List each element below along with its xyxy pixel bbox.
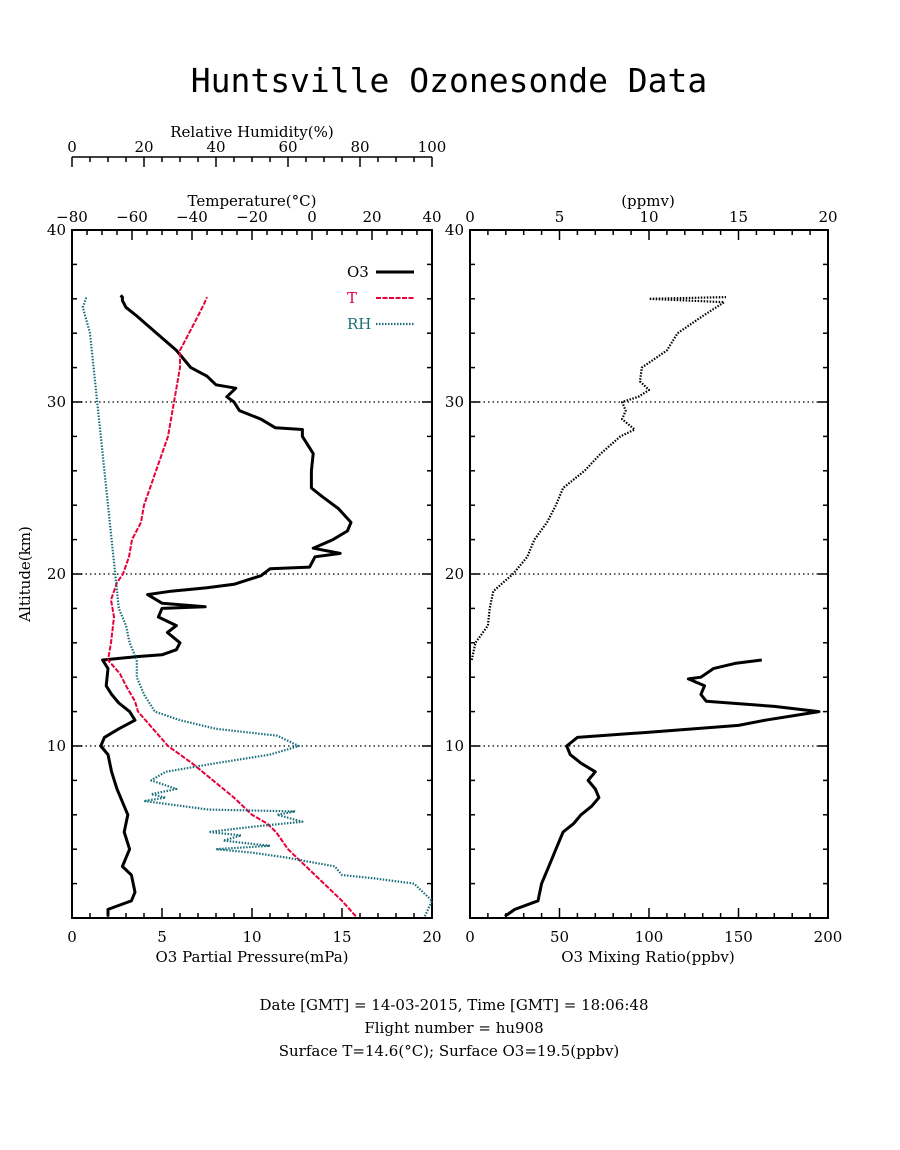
left-o3-tick-label: 20 bbox=[422, 928, 441, 946]
right-ppbv-tick-label: 50 bbox=[550, 928, 569, 946]
left-rh-tick-label: 60 bbox=[278, 138, 297, 156]
right-ppmv-tick-label: 20 bbox=[818, 208, 837, 226]
right-ppmv-tick-label: 10 bbox=[639, 208, 658, 226]
left-o3-tick-label: 10 bbox=[242, 928, 261, 946]
left-o3-tick-label: 5 bbox=[157, 928, 167, 946]
left-t-tick-label: −80 bbox=[56, 208, 88, 226]
right-series-o3-mixing-ratio-upper bbox=[470, 296, 727, 661]
left-series-t bbox=[107, 296, 357, 917]
left-series-rh bbox=[81, 296, 434, 917]
left-t-tick-label: −40 bbox=[176, 208, 208, 226]
right-ppbv-tick-label: 150 bbox=[724, 928, 753, 946]
left-o3-tick-label: 15 bbox=[332, 928, 351, 946]
legend-label-o3: O3 bbox=[347, 263, 369, 281]
legend-label-rh: RH bbox=[347, 315, 371, 333]
left-rh-axis-label: Relative Humidity(%) bbox=[170, 123, 333, 141]
left-t-tick-label: −20 bbox=[236, 208, 268, 226]
right-ppbv-tick-label: 100 bbox=[635, 928, 664, 946]
left-o3-axis-label: O3 Partial Pressure(mPa) bbox=[155, 948, 348, 966]
legend-label-t: T bbox=[347, 289, 357, 307]
left-rh-tick-label: 20 bbox=[134, 138, 153, 156]
left-rh-tick-label: 40 bbox=[206, 138, 225, 156]
footer-flight-number: Flight number = hu908 bbox=[364, 1019, 543, 1037]
left-t-axis-label: Temperature(°C) bbox=[188, 192, 317, 210]
right-ppmv-tick-label: 0 bbox=[465, 208, 475, 226]
left-panel: 10 20 30 40 0 5 10 15 20 O3 Partial Pressure(mPa)… bbox=[16, 123, 446, 966]
left-t-tick-label: 0 bbox=[307, 208, 317, 226]
right-series-o3-mixing-ratio bbox=[504, 658, 821, 918]
right-ppmv-axis-label: (ppmv) bbox=[621, 192, 675, 210]
left-series-o3 bbox=[99, 294, 353, 917]
left-rh-tick-label: 80 bbox=[350, 138, 369, 156]
footer-date-time: Date [GMT] = 14-03-2015, Time [GMT] = 18… bbox=[259, 996, 648, 1014]
left-ytick-label: 40 bbox=[47, 221, 66, 239]
right-ytick-label: 30 bbox=[445, 393, 464, 411]
left-ytick-label: 30 bbox=[47, 393, 66, 411]
right-frame bbox=[469, 229, 829, 919]
left-y-axis-label: Altitude(km) bbox=[16, 526, 34, 623]
right-ppmv-tick-label: 15 bbox=[729, 208, 748, 226]
left-t-tick-label: 40 bbox=[422, 208, 441, 226]
right-ppbv-axis-label: O3 Mixing Ratio(ppbv) bbox=[561, 948, 734, 966]
left-t-tick-label: 20 bbox=[362, 208, 381, 226]
right-ppbv-tick-label: 200 bbox=[814, 928, 843, 946]
right-ppmv-tick-label: 5 bbox=[555, 208, 565, 226]
chart-title: Huntsville Ozonesonde Data bbox=[191, 61, 708, 100]
right-ytick-label: 20 bbox=[445, 565, 464, 583]
left-ytick-label: 20 bbox=[47, 565, 66, 583]
left-rh-tick-label: 0 bbox=[67, 138, 77, 156]
left-o3-tick-label: 0 bbox=[67, 928, 77, 946]
right-ytick-label: 40 bbox=[445, 221, 464, 239]
left-ytick-label: 10 bbox=[47, 737, 66, 755]
footer-surface-values: Surface T=14.6(°C); Surface O3=19.5(ppbv… bbox=[279, 1042, 620, 1060]
left-t-tick-label: −60 bbox=[116, 208, 148, 226]
right-ytick-label: 10 bbox=[445, 737, 464, 755]
right-ppbv-tick-label: 0 bbox=[465, 928, 475, 946]
left-rh-tick-label: 100 bbox=[418, 138, 447, 156]
